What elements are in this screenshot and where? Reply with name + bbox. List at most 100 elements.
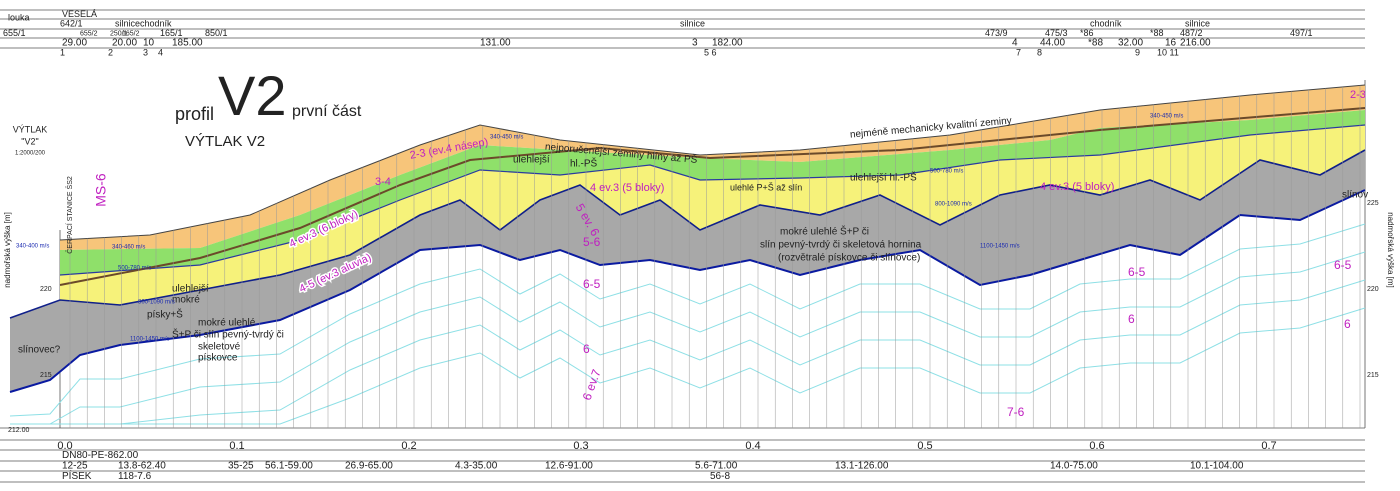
elevation-tick: 220 (1367, 286, 1379, 293)
velocity-contour (10, 307, 1366, 425)
header-cell: *86 (1080, 28, 1094, 38)
header-cell: 182.00 (712, 38, 743, 49)
velocity-label: 800-1090 m/s (138, 300, 175, 306)
soil-description: mokré ulehlé (198, 318, 256, 329)
velocity-label: 1100-1450 m/s (130, 337, 170, 343)
legend-text: "V2" (21, 136, 38, 146)
header-cell: *88 (1150, 28, 1164, 38)
velocity-label: 340-450 m/s (1150, 114, 1183, 120)
header-cell: 4 (158, 47, 163, 57)
velocity-contour (10, 251, 1366, 425)
class-label: 6 (583, 342, 590, 356)
pipeline (59, 107, 1366, 286)
footer-cell: 12-25 (62, 461, 88, 472)
header-cell: 20.00 (112, 38, 137, 49)
class-label: 2-3 (1350, 89, 1366, 101)
chainage-label: 0.7 (1261, 440, 1276, 452)
soil-description: pískovce (198, 353, 238, 364)
elevation-tick: 212.00 (8, 427, 30, 434)
axis-label: nadmořská výška [m] (1386, 212, 1395, 288)
header-cell: *88 (1088, 38, 1103, 49)
chainage-label: 0.4 (745, 440, 760, 452)
footer-cell: 13.1-126.00 (835, 461, 889, 472)
header-cell: 655/1 (3, 28, 26, 38)
footer-cell: 56.1-59.00 (265, 461, 313, 472)
footer-cell: 10.1-104.00 (1190, 461, 1244, 472)
station-label: ČERPACÍ STANICE ŠS2 (65, 176, 74, 254)
class-label: 5-6 (583, 235, 601, 249)
title: V2 (218, 64, 287, 127)
layer-boundary (9, 149, 1366, 319)
probe-label: MS-6 (93, 173, 109, 207)
surface-line (59, 84, 1366, 241)
header-cell: VESELÁ (62, 9, 97, 19)
header-cell: 642/1 (60, 18, 83, 28)
footer-cell: 5.6-71.00 (695, 461, 738, 472)
soil-description: skeletové (198, 342, 241, 353)
elevation-tick: 225 (1367, 200, 1379, 207)
header-cell: 165/2 (122, 30, 140, 37)
header-cell: 165/1 (160, 28, 183, 38)
header-cell: 497/1 (1290, 28, 1313, 38)
header-cell: 10 (143, 38, 155, 49)
header-cell: silnice (1185, 18, 1210, 28)
velocity-label: 800-1090 m/s (935, 202, 972, 208)
elevation-tick: 215 (40, 372, 52, 379)
title: první část (292, 103, 362, 120)
soil-description: ulehlejší (172, 284, 209, 295)
footer-cell: 13.8-62.40 (118, 461, 166, 472)
title: profil (175, 104, 214, 124)
header-cell: 7 (1016, 47, 1021, 57)
layer-green (60, 110, 1365, 275)
header-cell: silnice (680, 18, 705, 28)
soil-description: ulehlejší hl.-PŠ (850, 171, 917, 184)
class-label: 4 ev.3 (5 bloky) (590, 182, 664, 194)
header-cell: chodník (140, 18, 172, 28)
class-label: 6-5 (583, 277, 601, 291)
class-label: 6 (1128, 312, 1135, 326)
chainage-label: 0.3 (573, 440, 588, 452)
velocity-label: 340-460 m/s (112, 245, 145, 251)
layer-yellow (60, 125, 1365, 305)
header-cell: 1 (60, 47, 65, 57)
header-cell: 250/1 (110, 30, 128, 37)
class-label: 6 (1344, 317, 1351, 331)
header-cell: silnice (115, 18, 140, 28)
footer-cell: 35-25 (228, 461, 254, 472)
class-label: 4 ev.3 (5 bloky) (1040, 181, 1114, 193)
header-cell: 475/3 (1045, 28, 1068, 38)
legend-text: VÝTLAK (13, 124, 48, 134)
footer-cell: 4.3-35.00 (455, 461, 498, 472)
footer-cell: 14.0-75.00 (1050, 461, 1098, 472)
soil-description: mokré ulehlé Š+P či (780, 225, 869, 238)
header-cell: 4 (1012, 38, 1018, 49)
class-label: 3-4 (375, 176, 391, 188)
layer-gray (10, 150, 1365, 392)
footer-cell: PÍSEK (62, 469, 92, 482)
class-label: 6-5 (1334, 258, 1352, 272)
soil-description: mokré (172, 295, 200, 306)
axis-label: nadmořská výška [m] (3, 212, 12, 288)
class-label: 7-6 (1007, 405, 1025, 419)
layer-boundary (59, 124, 1366, 276)
header-cell: 16 (1165, 38, 1177, 49)
footer-cell: 12.6-91.00 (545, 461, 593, 472)
header-cell: 655/2 (80, 30, 98, 37)
class-label: 6-5 (1128, 265, 1146, 279)
soil-description: ulehlé P+Š až slín (730, 182, 802, 192)
chainage-label: 0.1 (229, 440, 244, 452)
header-cell: 131.00 (480, 38, 511, 49)
header-cell: 3 (143, 47, 148, 57)
rock-boundary (9, 189, 1366, 393)
soil-description: (rozvětralé pískovce či slínovce) (778, 253, 920, 264)
velocity-label: 500-780 m/s (118, 266, 151, 272)
header-cell: louka (8, 12, 30, 22)
header-cell: 44.00 (1040, 38, 1065, 49)
header-cell: 10 11 (1157, 47, 1179, 57)
header-cell: 487/2 (1180, 28, 1203, 38)
velocity-label: 340-400 m/s (16, 244, 49, 250)
soil-description: ulehlejší (513, 155, 550, 166)
soil-description: slínov (1342, 190, 1368, 201)
velocity-label: 500-780 m/s (930, 169, 963, 175)
